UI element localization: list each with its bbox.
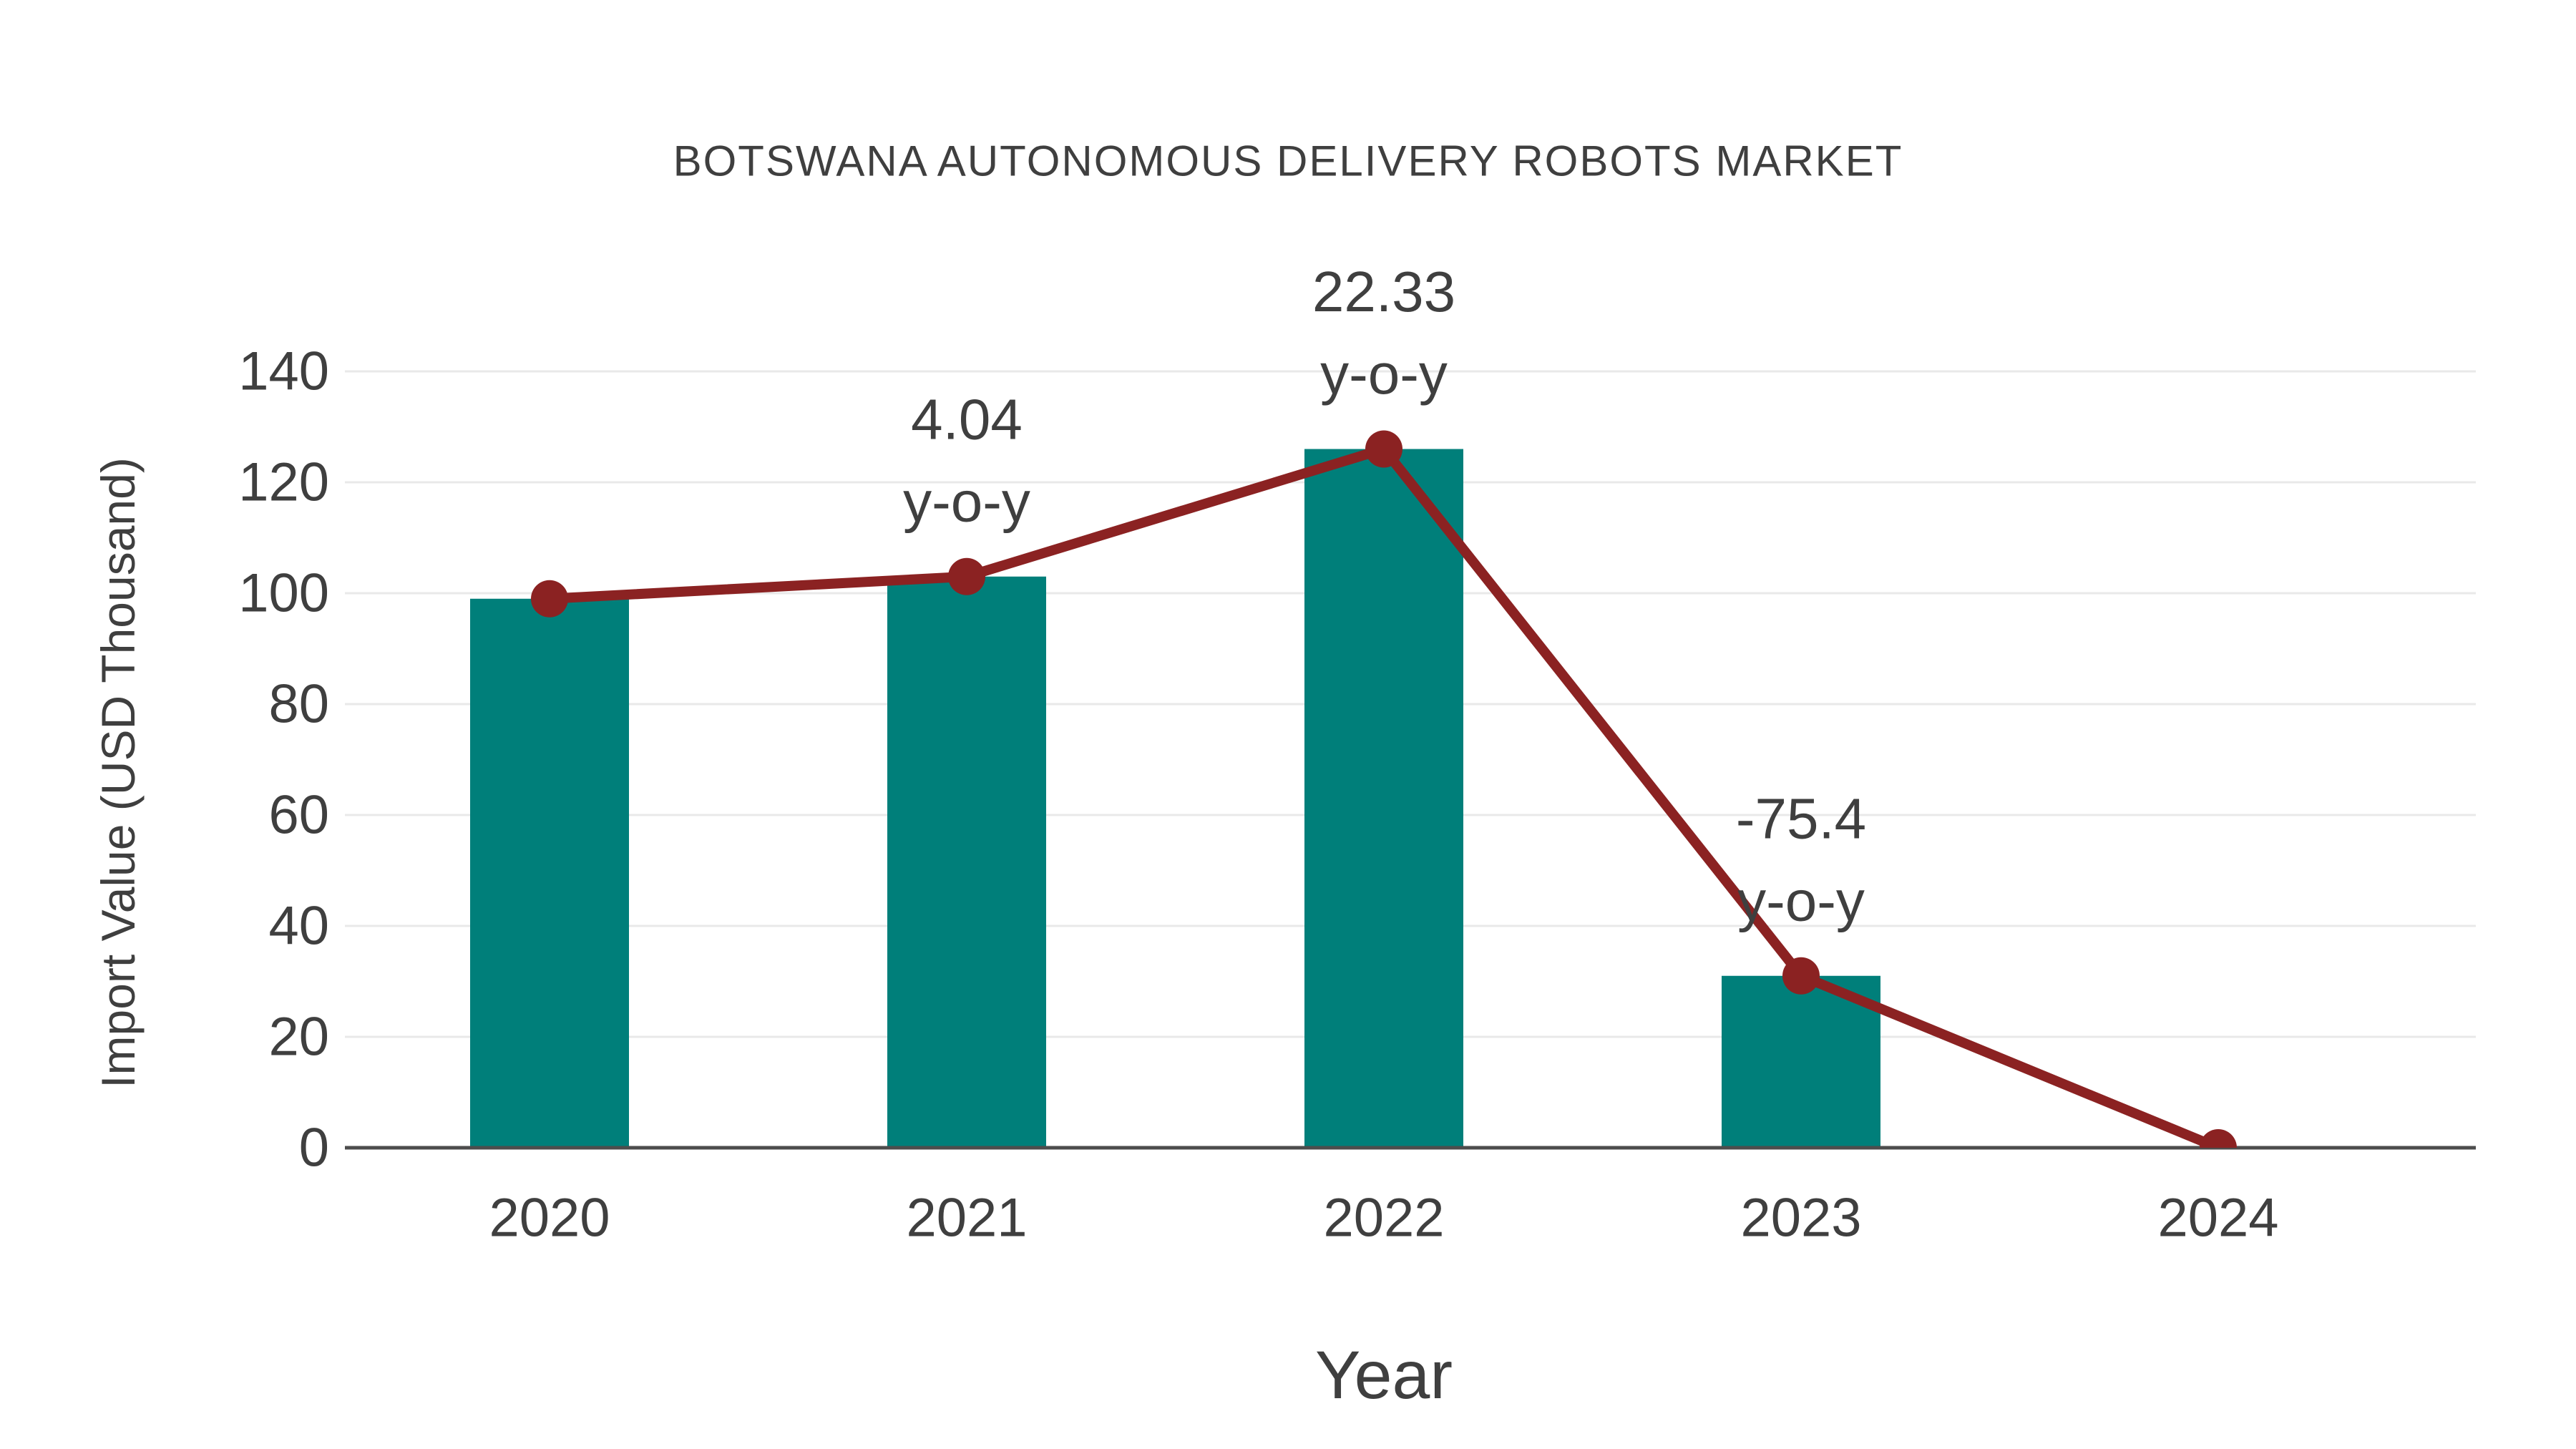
x-tick-label-2021: 2021 (906, 1188, 1027, 1249)
y-tick-label-40: 40 (268, 896, 329, 957)
annotation-yoy-2023: y-o-y (1737, 869, 1865, 932)
y-tick-label-100: 100 (238, 563, 329, 624)
marker-2023 (1782, 957, 1820, 995)
marker-2024 (2200, 1129, 2237, 1148)
annotation-yoy-2022: y-o-y (1320, 342, 1448, 406)
y-axis-title: Import Value (USD Thousand) (92, 457, 145, 1088)
y-tick-label-120: 120 (238, 452, 329, 513)
y-tick-label-60: 60 (268, 785, 329, 846)
marker-2021 (948, 557, 985, 595)
annotation-value-2022: 22.33 (1312, 260, 1455, 323)
annotation-yoy-2021: y-o-y (903, 469, 1030, 533)
bar-2022 (1304, 449, 1463, 1148)
trend-line-group (531, 430, 2237, 1148)
annotation-value-2023: -75.4 (1736, 786, 1866, 850)
marker-2020 (531, 580, 568, 618)
y-tick-label-140: 140 (238, 341, 329, 402)
bar-2023 (1722, 975, 1880, 1148)
y-tick-label-80: 80 (268, 674, 329, 735)
chart-title: BOTSWANA AUTONOMOUS DELIVERY ROBOTS MARK… (673, 137, 1903, 185)
x-tick-label-2020: 2020 (489, 1188, 610, 1249)
x-axis-title: Year (1315, 1337, 1453, 1413)
bar-2021 (887, 576, 1046, 1148)
bar-2020 (470, 598, 629, 1148)
y-tick-label-0: 0 (299, 1118, 329, 1179)
x-tick-label-2023: 2023 (1740, 1188, 1861, 1249)
y-tick-label-20: 20 (268, 1007, 329, 1068)
x-tick-label-2022: 2022 (1323, 1188, 1444, 1249)
x-tick-label-2024: 2024 (2157, 1188, 2278, 1249)
annotation-value-2021: 4.04 (911, 387, 1023, 451)
marker-2022 (1365, 430, 1402, 468)
